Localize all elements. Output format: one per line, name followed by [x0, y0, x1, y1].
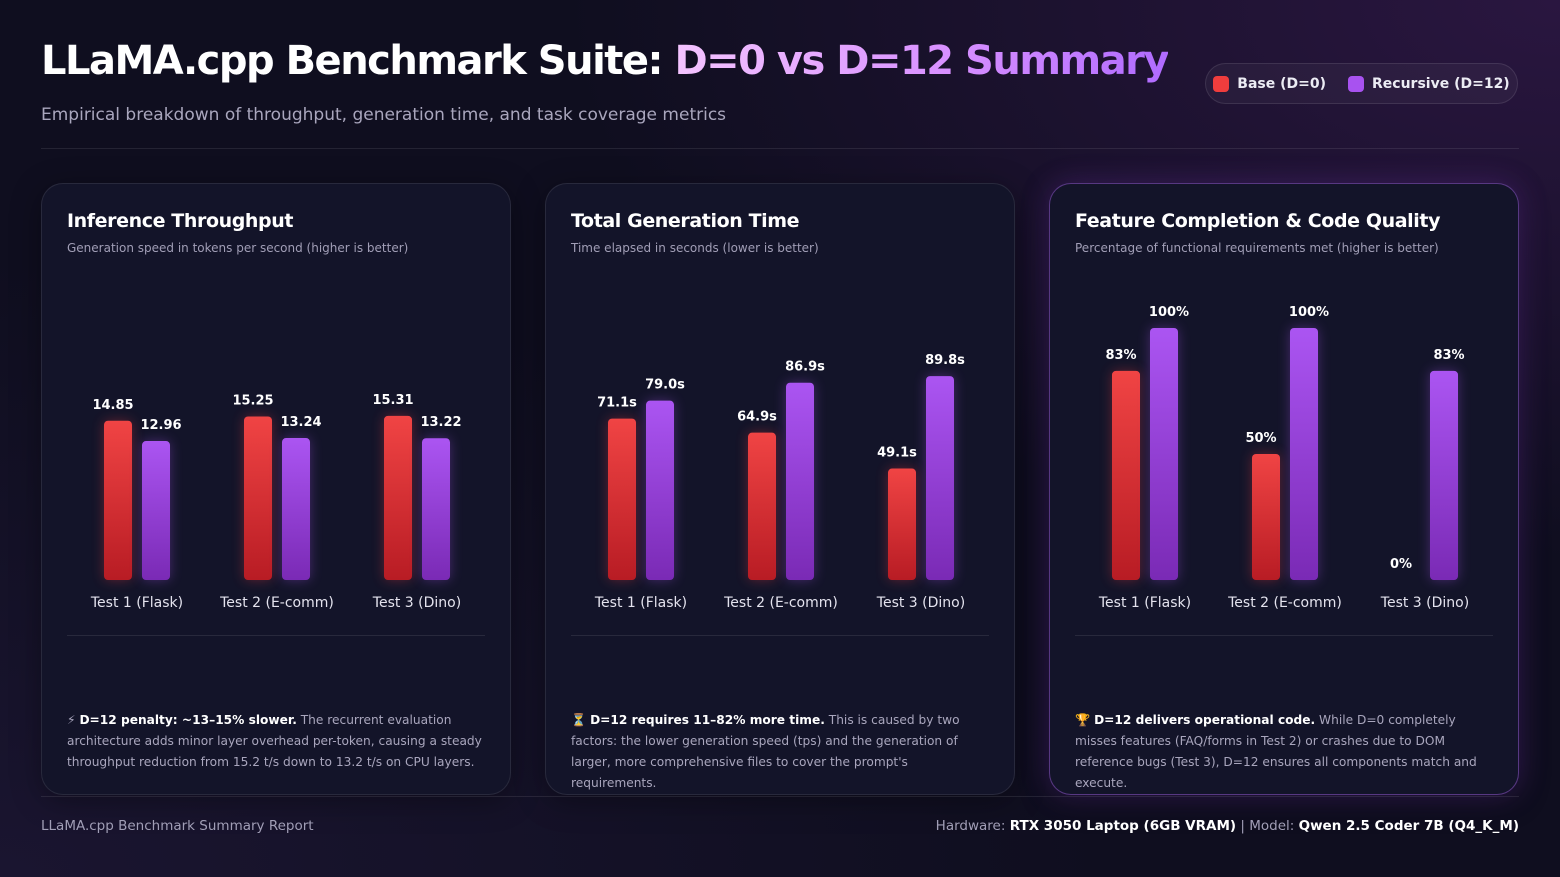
hardware-label: Hardware:: [935, 818, 1010, 834]
bar-value-base: 64.9s: [737, 410, 777, 425]
bar-value-recursive: 83%: [1433, 348, 1464, 363]
legend-item-recursive: Recursive (D=12): [1348, 75, 1510, 92]
note-text: This is caused by two factors: the lower…: [571, 713, 960, 790]
card-divider: [571, 635, 989, 636]
bar-recursive: [1150, 328, 1178, 580]
note-text: While D=0 completely misses features (FA…: [1075, 713, 1477, 790]
hourglass-icon: ⏳: [571, 713, 587, 727]
hardware-value: RTX 3050 Laptop (6GB VRAM): [1009, 818, 1237, 834]
bar-value-recursive: 86.9s: [785, 360, 825, 375]
title-main: LLaMA.cpp Benchmark Suite:: [41, 38, 675, 84]
page-title: LLaMA.cpp Benchmark Suite: D=0 vs D=12 S…: [41, 38, 1169, 84]
note-highlight: D=12 delivers operational code.: [1094, 713, 1316, 727]
bar-value-recursive: 13.22: [420, 415, 461, 430]
header-divider: [41, 148, 1519, 149]
card-divider: [67, 635, 485, 636]
footer-divider: [41, 796, 1519, 797]
feature-completion-chart: 83% 100% Test 1 (Flask) 50% 100% Test 2 (E-co…: [1098, 305, 1469, 611]
category-label: Test 1 (Flask): [1098, 595, 1191, 611]
card-note: 🏆 D=12 delivers operational code. While …: [1075, 710, 1500, 794]
bar-recursive: [142, 441, 170, 580]
bar-value-recursive: 13.24: [280, 415, 321, 430]
bar-base: [1252, 454, 1280, 580]
bar-base: [244, 416, 272, 580]
bar-recursive: [422, 438, 450, 580]
title-accent: D=0 vs D=12 Summary: [674, 38, 1169, 84]
bar-base: [104, 420, 132, 580]
legend-label-recursive: Recursive (D=12): [1372, 75, 1510, 92]
card-title: Inference Throughput: [67, 210, 294, 232]
bar-value-recursive: 89.8s: [925, 353, 965, 368]
bar-base: [608, 418, 636, 580]
legend-label-base: Base (D=0): [1237, 75, 1326, 92]
card-divider: [1075, 635, 1493, 636]
chart-card-throughput: 14.85 12.96 Test 1 (Flask) 15.25 13.24 Test 2…: [41, 183, 511, 795]
bar-base: [1112, 370, 1140, 580]
card-title: Feature Completion & Code Quality: [1075, 210, 1441, 232]
note-text: The recurrent evaluation architecture ad…: [67, 713, 482, 769]
legend-swatch-base: [1213, 75, 1230, 92]
bar-value-base: 83%: [1105, 348, 1136, 363]
bar-base: [748, 432, 776, 580]
bar-value-base: 14.85: [92, 398, 133, 413]
bar-value-recursive: 79.0s: [645, 378, 685, 393]
category-label: Test 2 (E-comm): [1227, 595, 1342, 611]
category-label: Test 3 (Dino): [1380, 595, 1469, 611]
bar-recursive: [1290, 328, 1318, 580]
category-label: Test 3 (Dino): [372, 595, 461, 611]
category-label: Test 2 (E-comm): [219, 595, 334, 611]
card-subtitle: Time elapsed in seconds (lower is better…: [571, 241, 819, 255]
category-label: Test 2 (E-comm): [723, 595, 838, 611]
bar-value-base: 15.31: [372, 393, 413, 408]
note-highlight: D=12 penalty: ~13–15% slower.: [79, 713, 297, 727]
legend: Base (D=0) Recursive (D=12): [1205, 63, 1518, 104]
trophy-icon: 🏆: [1075, 713, 1091, 727]
chart-card-generation-time: 71.1s 79.0s Test 1 (Flask) 64.9s 86.9s Test 2…: [545, 183, 1015, 795]
category-label: Test 1 (Flask): [594, 595, 687, 611]
bar-recursive: [646, 400, 674, 580]
bar-value-base: 0%: [1390, 557, 1412, 572]
bar-recursive: [786, 382, 814, 580]
lightning-icon: ⚡: [67, 713, 76, 727]
bar-recursive: [282, 438, 310, 580]
bar-value-recursive: 100%: [1289, 305, 1329, 320]
bar-recursive: [926, 376, 954, 580]
model-label: Model:: [1249, 818, 1299, 834]
card-title: Total Generation Time: [571, 210, 800, 232]
bar-recursive: [1430, 370, 1458, 580]
bar-value-base: 49.1s: [877, 446, 917, 461]
generation-time-chart: 71.1s 79.0s Test 1 (Flask) 64.9s 86.9s Test 2…: [594, 353, 965, 611]
card-subtitle: Percentage of functional requirements me…: [1075, 241, 1439, 255]
legend-swatch-recursive: [1348, 75, 1364, 92]
card-note: ⚡ D=12 penalty: ~13–15% slower. The recu…: [67, 710, 492, 773]
footer-hardware-info: Hardware: RTX 3050 Laptop (6GB VRAM) | M…: [936, 818, 1519, 834]
bar-base: [384, 415, 412, 580]
model-value: Qwen 2.5 Coder 7B (Q4_K_M): [1298, 818, 1519, 834]
throughput-chart: 14.85 12.96 Test 1 (Flask) 15.25 13.24 Test 2…: [90, 393, 462, 611]
footer-separator: |: [1236, 818, 1250, 834]
bar-value-recursive: 12.96: [140, 418, 181, 433]
bar-base: [888, 468, 916, 580]
bar-value-base: 71.1s: [597, 396, 637, 411]
category-label: Test 1 (Flask): [90, 595, 183, 611]
bar-value-recursive: 100%: [1149, 305, 1189, 320]
legend-item-base: Base (D=0): [1213, 75, 1326, 92]
card-note: ⏳ D=12 requires 11–82% more time. This i…: [571, 710, 996, 794]
footer-report-title: LLaMA.cpp Benchmark Summary Report: [41, 818, 314, 834]
chart-card-feature-completion: 83% 100% Test 1 (Flask) 50% 100% Test 2 (E-co…: [1049, 183, 1519, 795]
page-subtitle: Empirical breakdown of throughput, gener…: [41, 105, 727, 125]
note-highlight: D=12 requires 11–82% more time.: [590, 713, 825, 727]
card-subtitle: Generation speed in tokens per second (h…: [67, 241, 409, 255]
bar-value-base: 50%: [1245, 431, 1276, 446]
category-label: Test 3 (Dino): [876, 595, 965, 611]
bar-value-base: 15.25: [232, 393, 273, 408]
